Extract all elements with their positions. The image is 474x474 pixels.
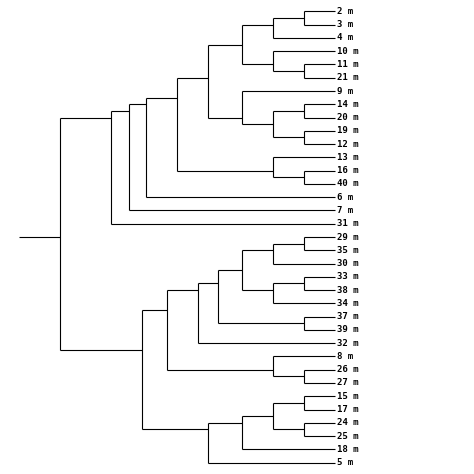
Text: 12 m: 12 m <box>337 140 358 148</box>
Text: 8 m: 8 m <box>337 352 353 361</box>
Text: 24 m: 24 m <box>337 419 358 427</box>
Text: 13 m: 13 m <box>337 153 358 162</box>
Text: 7 m: 7 m <box>337 206 353 215</box>
Text: 40 m: 40 m <box>337 180 358 188</box>
Text: 3 m: 3 m <box>337 20 353 29</box>
Text: 16 m: 16 m <box>337 166 358 175</box>
Text: 10 m: 10 m <box>337 47 358 55</box>
Text: 25 m: 25 m <box>337 432 358 440</box>
Text: 15 m: 15 m <box>337 392 358 401</box>
Text: 2 m: 2 m <box>337 7 353 16</box>
Text: 21 m: 21 m <box>337 73 358 82</box>
Text: 18 m: 18 m <box>337 445 358 454</box>
Text: 30 m: 30 m <box>337 259 358 268</box>
Text: 33 m: 33 m <box>337 273 358 281</box>
Text: 20 m: 20 m <box>337 113 358 122</box>
Text: 6 m: 6 m <box>337 193 353 201</box>
Text: 11 m: 11 m <box>337 60 358 69</box>
Text: 37 m: 37 m <box>337 312 358 321</box>
Text: 34 m: 34 m <box>337 299 358 308</box>
Text: 31 m: 31 m <box>337 219 358 228</box>
Text: 14 m: 14 m <box>337 100 358 109</box>
Text: 5 m: 5 m <box>337 458 353 467</box>
Text: 26 m: 26 m <box>337 365 358 374</box>
Text: 4 m: 4 m <box>337 34 353 42</box>
Text: 17 m: 17 m <box>337 405 358 414</box>
Text: 39 m: 39 m <box>337 326 358 334</box>
Text: 27 m: 27 m <box>337 379 358 387</box>
Text: 29 m: 29 m <box>337 233 358 241</box>
Text: 19 m: 19 m <box>337 127 358 135</box>
Text: 38 m: 38 m <box>337 286 358 294</box>
Text: 32 m: 32 m <box>337 339 358 347</box>
Text: 35 m: 35 m <box>337 246 358 255</box>
Text: 9 m: 9 m <box>337 87 353 95</box>
